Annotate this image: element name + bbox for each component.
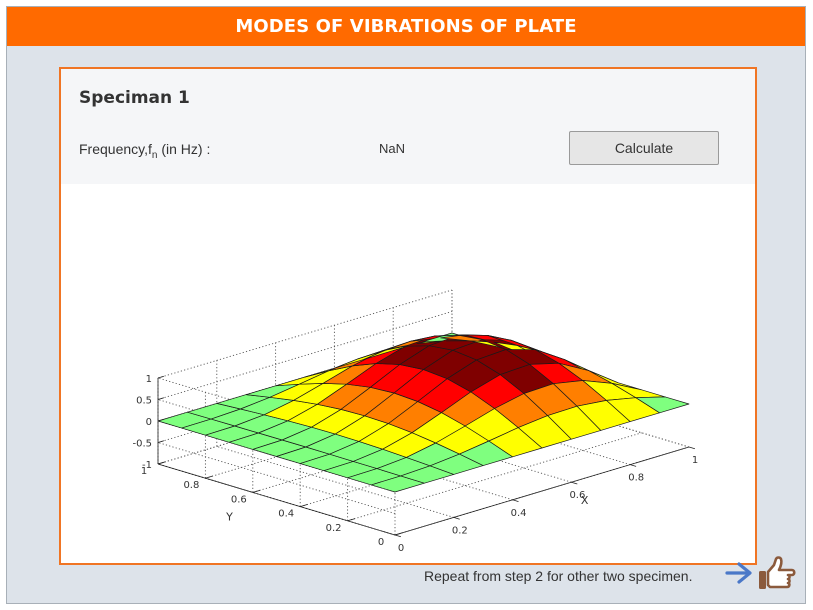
specimen-panel: Speciman 1 Frequency,fn (in Hz) : NaN Ca…: [59, 67, 757, 565]
plot-axes: [157, 375, 696, 538]
y-axis-title: Y: [225, 511, 233, 524]
y-tick-label: 0.2: [326, 523, 342, 534]
x-tick-label: 0.4: [511, 508, 527, 519]
x-axis-title: X: [581, 494, 589, 507]
frequency-value: NaN: [379, 141, 406, 156]
z-tick: [157, 461, 165, 465]
frequency-label-text: Frequency,f: [79, 141, 152, 157]
y-tick: [252, 489, 261, 493]
surface-patch: [635, 396, 690, 414]
x-tick: [688, 446, 696, 450]
footer-instruction: Repeat from step 2 for other two specime…: [424, 568, 693, 584]
x-tick: [571, 481, 578, 485]
y-tick-label: 0.4: [278, 509, 294, 520]
frequency-label: Frequency,fn (in Hz) :: [79, 141, 210, 161]
mode-surface-plot: 00.20.40.60.8100.20.40.60.81-1-0.500.51X…: [132, 289, 698, 554]
z-tick-label: 0.5: [136, 396, 152, 407]
y-tick: [347, 518, 356, 522]
grid-line: [216, 445, 454, 518]
pointing-hand-icon[interactable]: [757, 556, 797, 592]
arrow-right-icon[interactable]: [724, 559, 756, 587]
grid-line: [451, 375, 690, 448]
grid-line: [334, 410, 572, 483]
y-axis-line: [157, 463, 396, 536]
y-tick: [205, 475, 213, 479]
z-tick: [157, 418, 165, 422]
frequency-label-unit: (in Hz) :: [157, 141, 211, 157]
specimen-header: Speciman 1 Frequency,fn (in Hz) : NaN Ca…: [61, 69, 755, 184]
x-tick: [630, 464, 637, 467]
grid-line: [275, 428, 513, 501]
y-tick: [300, 504, 308, 507]
x-tick: [512, 499, 519, 502]
grid-line: [347, 432, 642, 522]
x-tick-label: 1: [692, 455, 698, 466]
x-tick-label: 0.2: [452, 525, 468, 536]
app-window: MODES OF VIBRATIONS OF PLATE Speciman 1 …: [6, 6, 806, 604]
x-tick: [453, 517, 460, 520]
app-title: MODES OF VIBRATIONS OF PLATE: [7, 7, 805, 46]
z-tick: [157, 397, 165, 400]
z-tick-label: 0: [146, 417, 152, 428]
y-tick-label: 0.8: [183, 480, 199, 491]
z-tick-label: 1: [146, 374, 152, 385]
grid-line: [157, 311, 453, 400]
x-tick: [394, 534, 402, 538]
x-tick-label: 0: [398, 543, 404, 554]
frequency-label-sub: n: [151, 149, 158, 161]
calculate-button[interactable]: Calculate: [569, 131, 719, 165]
x-tick-label: 0.8: [628, 473, 644, 484]
specimen-title: Speciman 1: [79, 88, 190, 108]
z-tick-label: -1: [142, 460, 152, 471]
plot-surface: [157, 332, 690, 493]
y-tick-label: 1: [141, 466, 147, 477]
x-tick-label: 0.6: [569, 490, 585, 501]
y-tick-label: 0.6: [231, 494, 247, 505]
z-tick-label: -0.5: [132, 439, 152, 450]
y-tick: [394, 532, 403, 536]
plot-labels: 00.20.40.60.8100.20.40.60.81-1-0.500.51X…: [132, 374, 698, 554]
z-tick: [157, 440, 165, 443]
grid-line: [393, 393, 631, 466]
x-axis-line: [394, 446, 690, 536]
grid-line: [157, 289, 453, 379]
y-tick-label: 0: [378, 537, 384, 548]
grid-line: [157, 442, 396, 514]
z-tick: [157, 375, 165, 379]
